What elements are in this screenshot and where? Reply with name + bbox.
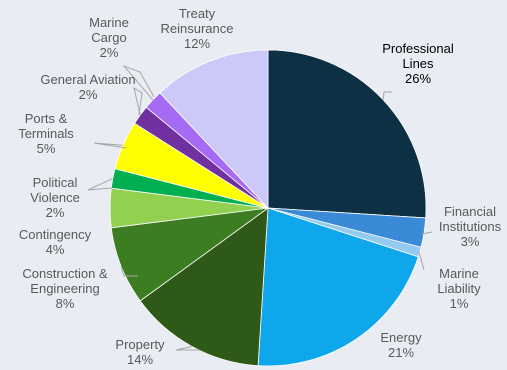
leader-line-construction-and-engineering bbox=[120, 266, 138, 277]
data-label-financial-institutions: Financial Institutions 3% bbox=[439, 204, 502, 249]
data-label-value: 2% bbox=[100, 45, 119, 60]
leader-line-political-violence bbox=[87, 177, 114, 191]
data-label-name: Political bbox=[33, 175, 78, 190]
pie-slice-treaty-reinsurance bbox=[159, 49, 269, 210]
data-label-name: Ports & bbox=[25, 111, 68, 126]
leader-line-marine-liability bbox=[418, 251, 425, 271]
pie-slices bbox=[109, 49, 427, 367]
data-label-political-violence: Political Violence 2% bbox=[30, 175, 80, 220]
data-label-name: Marine bbox=[439, 266, 479, 281]
data-labels: Professional Lines 26% Financial Institution… bbox=[18, 6, 501, 367]
data-label-name: Engineering bbox=[30, 281, 99, 296]
data-label-treaty-reinsurance: Treaty Reinsurance 12% bbox=[161, 6, 234, 51]
data-label-marine-liability: Marine Liability 1% bbox=[437, 266, 481, 311]
data-label-professional-lines: Professional Lines 26% bbox=[382, 41, 454, 86]
data-label-name: Institutions bbox=[439, 219, 502, 234]
data-label-value: 3% bbox=[461, 234, 480, 249]
data-label-name: Property bbox=[115, 337, 165, 352]
data-label-value: 21% bbox=[388, 345, 414, 360]
leader-line-financial-institutions bbox=[421, 231, 433, 235]
data-label-name: Violence bbox=[30, 190, 80, 205]
data-label-value: 2% bbox=[46, 205, 65, 220]
data-label-value: 14% bbox=[127, 352, 153, 367]
data-label-marine-cargo: Marine Cargo 2% bbox=[89, 15, 129, 60]
pie-slice-energy bbox=[257, 207, 419, 367]
leader-line-professional-lines bbox=[382, 91, 392, 100]
data-label-property: Property 14% bbox=[115, 337, 165, 367]
data-label-value: 2% bbox=[79, 87, 98, 102]
leader-lines bbox=[87, 64, 433, 351]
data-label-value: 1% bbox=[450, 296, 469, 311]
data-label-name: General Aviation bbox=[40, 72, 135, 87]
pie-slice-professional-lines bbox=[267, 49, 427, 219]
data-label-name: Cargo bbox=[91, 30, 126, 45]
data-label-construction-and-engineering: Construction & Engineering 8% bbox=[22, 266, 108, 311]
data-label-name: Construction & bbox=[22, 266, 108, 281]
leader-line-property bbox=[175, 346, 200, 351]
data-label-ports-and-terminals: Ports & Terminals 5% bbox=[18, 111, 74, 156]
data-label-name: Contingency bbox=[19, 227, 92, 242]
data-label-value: 26% bbox=[405, 71, 431, 86]
data-label-name: Financial bbox=[444, 204, 496, 219]
data-label-name: Terminals bbox=[18, 126, 74, 141]
data-label-name: Reinsurance bbox=[161, 21, 234, 36]
leader-line-marine-cargo bbox=[122, 64, 155, 101]
data-label-name: Treaty bbox=[179, 6, 216, 21]
leader-line-general-aviation bbox=[133, 86, 143, 116]
data-label-value: 8% bbox=[56, 296, 75, 311]
data-label-value: 4% bbox=[46, 242, 65, 257]
leader-line-ports-and-terminals bbox=[93, 142, 127, 149]
data-label-value: 5% bbox=[37, 141, 56, 156]
data-label-energy: Energy 21% bbox=[380, 330, 422, 360]
data-label-general-aviation: General Aviation 2% bbox=[40, 72, 135, 102]
data-label-name: Marine bbox=[89, 15, 129, 30]
data-label-value: 12% bbox=[184, 36, 210, 51]
data-label-contingency: Contingency 4% bbox=[19, 227, 92, 257]
data-label-name: Liability bbox=[437, 281, 481, 296]
data-label-name: Energy bbox=[380, 330, 422, 345]
data-label-name: Professional bbox=[382, 41, 454, 56]
data-label-name: Lines bbox=[402, 56, 434, 71]
